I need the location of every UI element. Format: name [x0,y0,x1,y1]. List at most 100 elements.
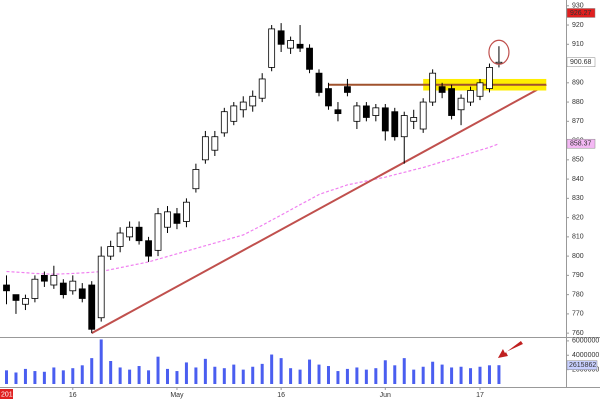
volume-bar [251,366,255,384]
candle-body [438,86,446,93]
volume-marker-box [566,360,598,370]
y-tick-label: 760 [572,330,584,337]
volume-bar [450,367,454,384]
y-tick-label: 930 [572,3,584,10]
candle-body [135,226,143,242]
volume-bar [147,370,151,384]
candle-body [296,43,304,49]
price-marker-label: 858.37 [570,141,592,148]
candle-body [183,201,190,222]
candle-body [116,232,124,247]
y-tick-label: 770 [572,311,584,318]
price-marker-label: 926.27 [570,10,592,17]
candle-body [467,90,474,103]
candle-body [268,28,276,68]
candle-body [22,298,29,305]
volume-bar [52,367,56,384]
volume-bar [308,359,312,384]
volume-bar [298,369,302,384]
candle-body [344,86,351,93]
candle-body [239,101,247,111]
candle-body [211,136,219,151]
volume-bar [222,368,226,384]
x-tick-label: May [170,392,184,399]
year-label: 2013 [1,391,17,398]
candle-body [12,294,20,301]
volume-bar [374,368,378,384]
candle-body [476,82,484,97]
candle-body [31,278,39,299]
volume-bar [42,371,46,384]
volume-bar [194,367,198,384]
volume-bar [61,370,65,384]
volume-bar [33,371,37,384]
annotation-arrow [497,341,523,358]
candle-body [145,240,152,257]
candle-body [410,117,418,122]
volume-bar [23,368,27,384]
candle-body [192,169,200,190]
candle-body [3,284,10,292]
y-tick-label: 880 [572,99,584,106]
volume-bar [317,364,321,384]
candle-body [154,213,162,251]
y-tick-label: 800 [572,253,584,260]
candle-body [277,30,285,45]
volume-bar [241,369,245,384]
trend-line [91,83,547,335]
volume-bar [80,365,84,384]
volume-bar [478,366,482,384]
volume-bar [336,371,340,384]
candle-body [40,274,48,282]
x-tick-label: 16 [69,392,77,399]
volume-tick-label: 6000000 [572,338,599,345]
candle-body [107,246,115,257]
volume-tick-label: 4000000 [572,352,599,359]
candle-body [391,111,399,138]
volume-bar [497,365,501,384]
volume-bar [5,370,8,384]
candle-body [486,67,493,89]
candle-body [448,88,455,116]
y-tick-label: 890 [572,80,584,87]
volume-bar [14,372,18,384]
volume-bar [421,366,425,384]
x-tick-label: 17 [476,392,484,399]
volume-bar [90,358,94,384]
candle-body [50,274,58,286]
candle-body [457,97,465,111]
candle-body [230,105,238,122]
volume-bar [260,363,264,384]
volume-bar [137,366,141,384]
candle-body [362,105,370,118]
y-tick-label: 830 [572,195,584,202]
volume-bar [393,365,397,384]
moving-average [6,143,500,275]
y-tick-label: 780 [572,291,584,298]
y-tick-label: 820 [572,214,584,221]
volume-bar [402,358,406,384]
y-tick-label: 850 [572,157,584,164]
candle-body [249,95,257,107]
candle-body [78,288,86,299]
volume-bar [345,368,349,384]
volume-bar [270,354,274,384]
candle-body [164,211,171,228]
volume-bar [487,365,491,384]
candle-body [429,72,437,103]
candle-body [419,101,427,130]
volume-bar [203,358,207,384]
candle-body [173,213,181,224]
y-tick-label: 840 [572,176,584,183]
volume-bar [99,339,103,384]
price-marker-box [566,8,596,18]
y-tick-label: 810 [572,234,584,241]
candle-body [315,72,323,93]
candle-body [334,109,342,115]
volume-bar [213,366,217,384]
y-tick-label: 910 [572,41,584,48]
volume-bar [469,368,473,384]
volume-bar [128,369,132,384]
volume-marker-label: 2615862 [569,362,596,369]
